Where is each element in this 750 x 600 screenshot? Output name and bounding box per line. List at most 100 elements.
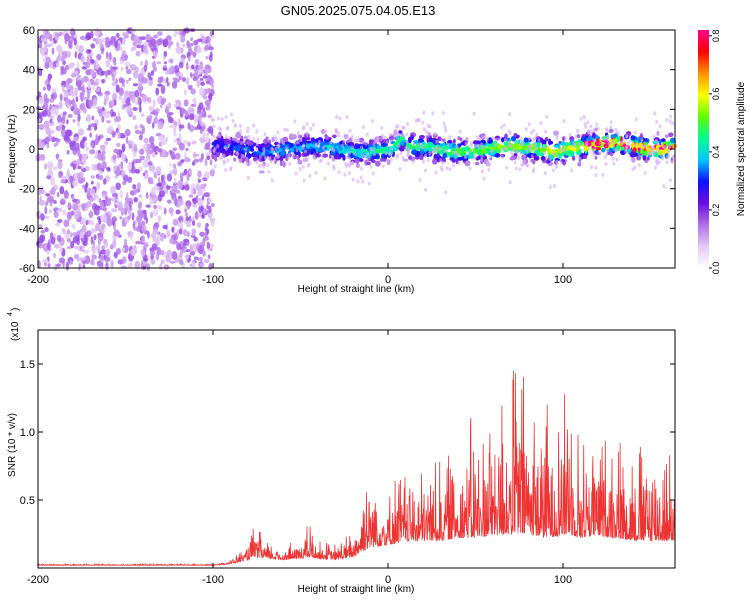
- noise-speck: [39, 234, 45, 243]
- noise-speck: [89, 188, 96, 197]
- noise-speck: [160, 259, 165, 265]
- noise-speck: [163, 56, 166, 60]
- halo-speck: [640, 138, 644, 142]
- noise-speck: [149, 197, 153, 207]
- noise-speck: [145, 216, 148, 224]
- noise-speck: [173, 167, 178, 176]
- halo-speck: [653, 165, 657, 170]
- y-tick-label: -60: [19, 263, 35, 275]
- halo-speck: [364, 141, 368, 146]
- noise-speck: [126, 68, 132, 75]
- halo-speck: [309, 127, 313, 131]
- noise-speck: [198, 69, 202, 75]
- noise-speck: [103, 215, 108, 224]
- noise-speck: [90, 180, 94, 185]
- signal-speck: [359, 158, 364, 162]
- colorbar-tick-label: 0.8: [711, 30, 721, 43]
- noise-speck: [200, 137, 204, 144]
- halo-speck: [497, 137, 501, 142]
- halo-speck: [305, 155, 309, 160]
- noise-speck: [151, 61, 157, 69]
- halo-speck: [589, 132, 593, 137]
- halo-speck: [350, 135, 354, 139]
- signal-speck: [383, 154, 387, 159]
- noise-speck: [174, 99, 181, 104]
- noise-speck: [103, 178, 107, 185]
- signal-speck: [523, 137, 529, 143]
- halo-speck: [285, 146, 289, 151]
- noise-speck: [80, 171, 84, 178]
- halo-speck: [605, 137, 609, 142]
- halo-speck: [475, 135, 479, 140]
- noise-speck: [130, 47, 134, 52]
- noise-speck: [168, 207, 174, 214]
- noise-speck: [155, 166, 162, 175]
- halo-speck: [575, 129, 579, 134]
- halo-speck: [444, 128, 448, 133]
- noise-speck: [77, 45, 85, 54]
- halo-speck: [434, 150, 438, 155]
- halo-speck: [527, 122, 531, 127]
- halo-speck: [269, 159, 273, 164]
- halo-speck: [362, 140, 366, 145]
- signal-speck: [575, 141, 579, 148]
- halo-speck: [440, 167, 444, 172]
- svg-text:): ): [10, 308, 21, 311]
- snr-series-line: [37, 370, 676, 567]
- noise-speck: [175, 209, 181, 215]
- noise-speck: [159, 263, 163, 270]
- halo-speck: [534, 142, 538, 147]
- noise-speck: [133, 187, 138, 195]
- noise-speck: [97, 238, 102, 246]
- halo-speck: [452, 163, 456, 168]
- halo-speck: [614, 127, 618, 132]
- noise-speck: [148, 97, 152, 105]
- noise-speck: [184, 156, 190, 163]
- noise-speck: [157, 76, 163, 84]
- halo-speck: [615, 157, 619, 162]
- noise-speck: [119, 189, 124, 199]
- halo-speck: [345, 134, 349, 139]
- noise-speck: [142, 125, 145, 135]
- noise-speck: [44, 30, 51, 40]
- halo-speck: [585, 143, 589, 148]
- halo-speck: [668, 119, 672, 124]
- noise-speck: [62, 111, 67, 116]
- signal-speck: [321, 153, 328, 158]
- noise-speck: [78, 245, 83, 252]
- noise-speck: [163, 207, 167, 215]
- halo-speck: [232, 137, 236, 142]
- signal-speck: [428, 137, 433, 143]
- halo-speck: [345, 114, 349, 119]
- noise-speck: [130, 63, 136, 69]
- halo-speck: [407, 147, 411, 152]
- noise-speck: [141, 224, 147, 233]
- noise-speck: [150, 254, 155, 260]
- noise-speck: [101, 223, 106, 230]
- noise-speck: [142, 172, 146, 176]
- noise-speck: [202, 250, 206, 257]
- noise-speck: [198, 199, 204, 208]
- halo-speck: [584, 124, 588, 129]
- signal-speck: [629, 151, 636, 158]
- noise-speck: [42, 258, 49, 263]
- noise-speck: [176, 180, 184, 190]
- noise-speck: [183, 108, 186, 114]
- noise-speck: [202, 107, 206, 113]
- halo-speck: [256, 137, 260, 142]
- signal-speck: [464, 160, 471, 167]
- halo-speck: [486, 160, 490, 164]
- noise-speck: [121, 152, 125, 161]
- halo-speck: [579, 116, 583, 121]
- noise-speck: [130, 248, 137, 256]
- signal-speck: [609, 148, 614, 153]
- halo-speck: [247, 134, 251, 139]
- noise-speck: [77, 79, 83, 87]
- noise-speck: [66, 150, 70, 155]
- noise-speck: [177, 217, 183, 221]
- signal-speck: [536, 151, 539, 157]
- halo-speck: [464, 141, 468, 146]
- noise-speck: [72, 198, 77, 203]
- halo-speck: [320, 153, 324, 158]
- noise-speck: [210, 118, 216, 122]
